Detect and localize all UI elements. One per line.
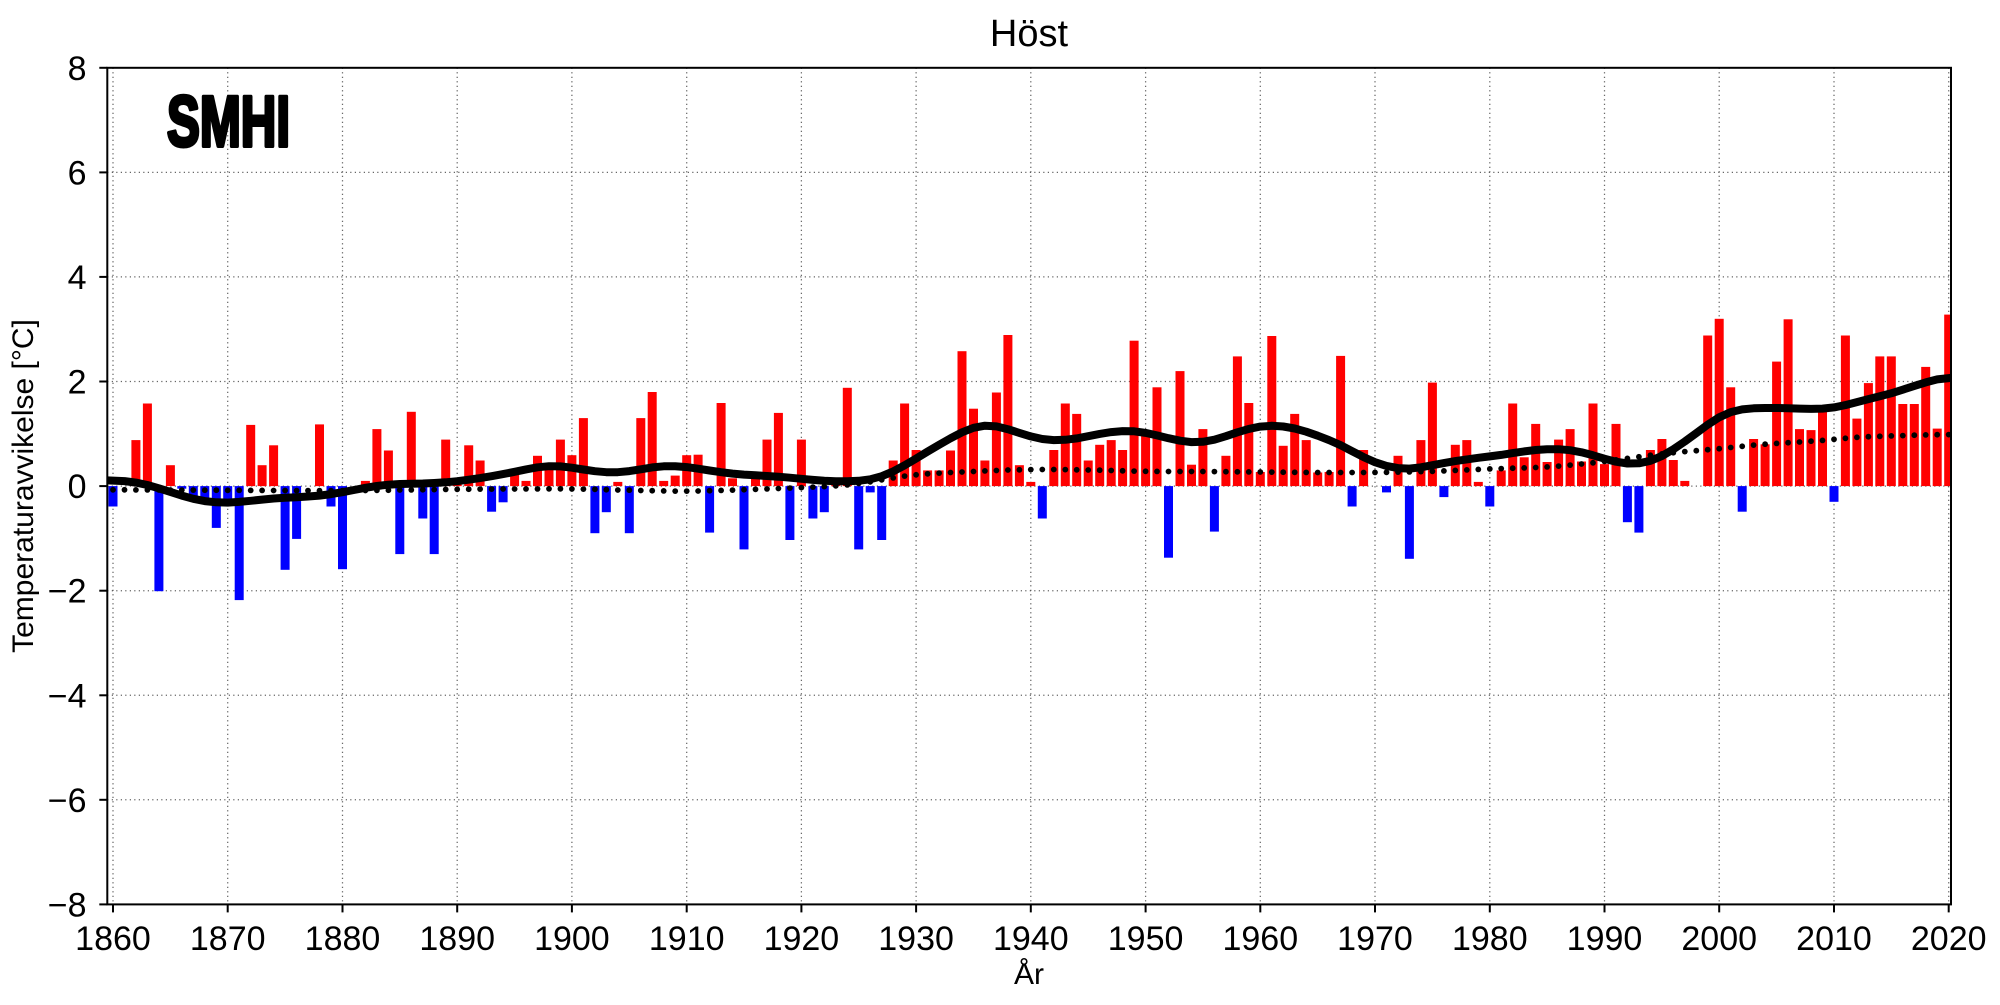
svg-text:2020: 2020	[1911, 920, 1987, 958]
svg-text:Höst: Höst	[990, 13, 1069, 55]
svg-text:1990: 1990	[1567, 920, 1643, 958]
svg-text:2010: 2010	[1796, 920, 1872, 958]
svg-text:−6: −6	[48, 782, 87, 820]
svg-text:1920: 1920	[764, 920, 840, 958]
svg-text:1960: 1960	[1222, 920, 1298, 958]
svg-text:1880: 1880	[305, 920, 381, 958]
svg-text:−8: −8	[48, 886, 87, 924]
svg-text:6: 6	[68, 154, 87, 192]
svg-text:1980: 1980	[1452, 920, 1528, 958]
svg-text:8: 8	[68, 50, 87, 88]
svg-text:−4: −4	[48, 677, 87, 715]
svg-text:Temperaturavvikelse [°C]: Temperaturavvikelse [°C]	[7, 319, 40, 653]
svg-text:2: 2	[68, 364, 87, 402]
svg-text:1890: 1890	[419, 920, 495, 958]
svg-text:1970: 1970	[1337, 920, 1413, 958]
svg-text:År: År	[1014, 958, 1044, 991]
svg-text:1870: 1870	[190, 920, 266, 958]
svg-text:1940: 1940	[993, 920, 1069, 958]
svg-text:4: 4	[68, 259, 87, 297]
svg-text:1900: 1900	[534, 920, 610, 958]
svg-text:1910: 1910	[649, 920, 725, 958]
svg-text:1930: 1930	[878, 920, 954, 958]
svg-text:−2: −2	[48, 573, 87, 611]
svg-text:SMHI: SMHI	[167, 83, 290, 162]
svg-text:1860: 1860	[75, 920, 151, 958]
svg-text:2000: 2000	[1681, 920, 1757, 958]
svg-text:1950: 1950	[1108, 920, 1184, 958]
svg-text:0: 0	[68, 468, 87, 506]
